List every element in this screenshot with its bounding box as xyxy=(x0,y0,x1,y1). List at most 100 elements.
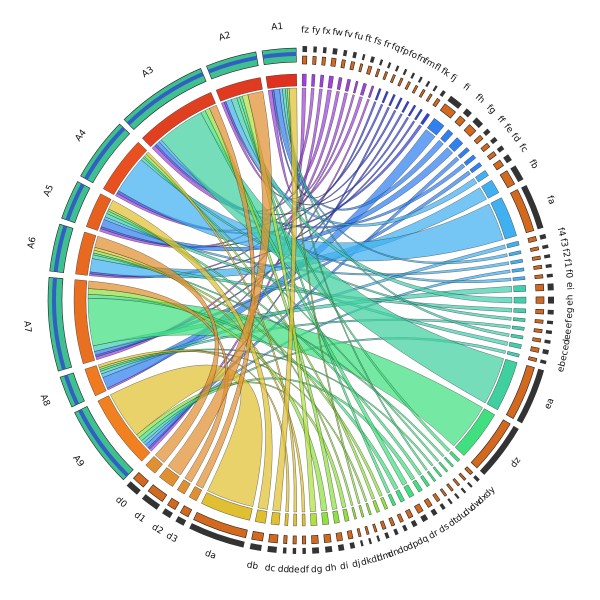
labels: fz fy fx fw fv fu ft fs frfqfpfofnfmflfkfjfifhfg… xyxy=(21,22,575,576)
segment-arc xyxy=(293,513,297,527)
segment-label: dg xyxy=(311,565,323,576)
outer-band xyxy=(510,165,524,183)
segment-label: A4 xyxy=(74,128,89,144)
outer-band xyxy=(332,48,338,55)
segment-label: dj xyxy=(351,559,361,570)
outer-band xyxy=(418,89,426,98)
outer-band xyxy=(527,236,538,244)
outer-band xyxy=(349,542,356,549)
outer-band xyxy=(539,359,547,365)
outer-band xyxy=(458,472,467,481)
outer-band xyxy=(389,74,396,84)
outer-band xyxy=(267,545,278,553)
outer-band xyxy=(405,508,414,519)
outer-band xyxy=(417,76,423,83)
segment-label: df xyxy=(300,565,310,575)
segment-arc xyxy=(342,508,350,522)
segment-arc xyxy=(351,506,357,520)
outer-band xyxy=(411,84,419,94)
outer-band xyxy=(439,90,446,97)
outer-band xyxy=(372,523,378,533)
segment-label: f4 xyxy=(555,227,567,238)
outer-band xyxy=(292,547,297,554)
outer-band xyxy=(446,483,454,492)
segment-label: f1 xyxy=(561,258,572,268)
segment-arc xyxy=(395,489,405,503)
group-arc xyxy=(84,365,107,397)
segment-label: fs xyxy=(372,36,383,48)
outer-band xyxy=(503,154,512,164)
outer-band xyxy=(324,545,333,553)
outer-band xyxy=(439,103,456,119)
outer-band xyxy=(388,517,396,527)
segment-label: fr xyxy=(382,39,392,51)
segment-label: A1 xyxy=(271,22,284,33)
outer-band xyxy=(545,330,553,335)
outer-band xyxy=(342,49,348,57)
segment-arc xyxy=(481,179,500,199)
outer-band xyxy=(322,47,327,54)
segment-arc xyxy=(353,80,359,94)
outer-band xyxy=(369,56,375,64)
outer-band xyxy=(492,159,505,171)
ribbon xyxy=(88,280,229,483)
outer-band xyxy=(542,244,549,250)
segment-label: d0 xyxy=(113,495,128,510)
group-arc xyxy=(141,92,216,148)
ribbon xyxy=(94,236,219,463)
segment-arc xyxy=(388,94,396,107)
segment-arc xyxy=(310,513,318,526)
outer-band xyxy=(262,52,297,59)
segment-arc xyxy=(254,509,268,524)
segment-label: dd xyxy=(278,565,290,576)
ribbon xyxy=(271,89,377,199)
outer-band xyxy=(516,368,545,424)
segment-arc xyxy=(449,450,461,463)
ribbon xyxy=(267,87,307,195)
outer-band xyxy=(547,296,555,304)
group-arc xyxy=(97,395,151,462)
segment-label: fu xyxy=(353,31,364,43)
segment-arc xyxy=(176,479,191,495)
segment-arc xyxy=(380,496,389,510)
outer-band xyxy=(292,535,297,545)
outer-band xyxy=(530,346,540,353)
segment-label: do xyxy=(396,543,411,557)
segment-arc xyxy=(508,250,522,257)
ribbon xyxy=(108,200,273,510)
outer-band xyxy=(466,481,473,488)
segment-label: f2 xyxy=(560,248,571,259)
segment-label: fv xyxy=(343,29,354,40)
segment-label: ft xyxy=(364,34,373,45)
segment-label: dn xyxy=(387,547,401,560)
outer-band xyxy=(396,513,404,523)
segment-label: fc xyxy=(516,142,529,154)
segment-label: dz xyxy=(509,455,523,470)
segment-arc xyxy=(475,170,489,183)
segment-arc xyxy=(511,325,525,331)
group-arc xyxy=(75,231,97,276)
outer-band xyxy=(544,339,551,344)
segment-label: dq xyxy=(416,534,431,548)
segment-arc xyxy=(448,137,464,152)
segment-arc xyxy=(365,502,372,516)
outer-band xyxy=(313,46,317,53)
segment-label: A9 xyxy=(70,454,85,470)
outer-band xyxy=(382,71,389,81)
segment-label: fl xyxy=(432,62,442,73)
segment-label: A2 xyxy=(218,31,232,44)
segment-arc xyxy=(188,486,203,502)
outer-band xyxy=(535,283,545,292)
outer-band xyxy=(447,498,453,505)
group-arc xyxy=(103,141,148,195)
segment-label: fw xyxy=(332,27,344,38)
arcs xyxy=(47,46,555,554)
segment-label: f0 xyxy=(563,269,574,279)
segment-arc xyxy=(145,456,163,474)
outer-band xyxy=(425,93,433,103)
segment-label: dh xyxy=(325,563,337,574)
segment-label: fa xyxy=(544,194,557,206)
segment-arc xyxy=(510,333,524,340)
outer-band xyxy=(394,65,400,72)
segment-arc xyxy=(394,97,403,110)
